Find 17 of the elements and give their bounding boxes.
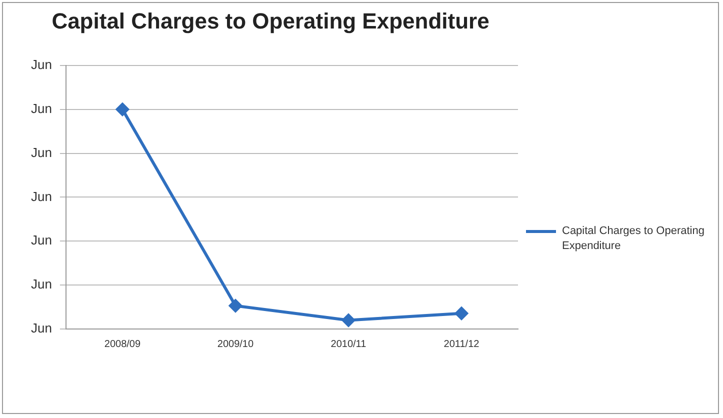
- x-tick-label: 2011/12: [444, 338, 480, 350]
- x-tick-label: 2009/10: [217, 338, 254, 350]
- text: Jun: [30, 56, 52, 72]
- point: [116, 102, 129, 116]
- text: Jun: [30, 232, 52, 248]
- text: Jun: [30, 188, 52, 204]
- x-tick-label: 2008/09: [104, 338, 141, 350]
- point: [342, 314, 355, 327]
- point: [228, 299, 242, 312]
- x-tick-label: 2010/11: [330, 338, 367, 350]
- text: Jun: [30, 320, 52, 336]
- text: Jun: [30, 144, 52, 160]
- point: [454, 306, 468, 320]
- legend-label: Capital Charges to Operating Expenditure: [562, 224, 706, 254]
- chart-title: Capital Charges to Operating Expenditure: [52, 8, 490, 34]
- text: Jun: [30, 276, 52, 292]
- text: Jun: [30, 100, 52, 116]
